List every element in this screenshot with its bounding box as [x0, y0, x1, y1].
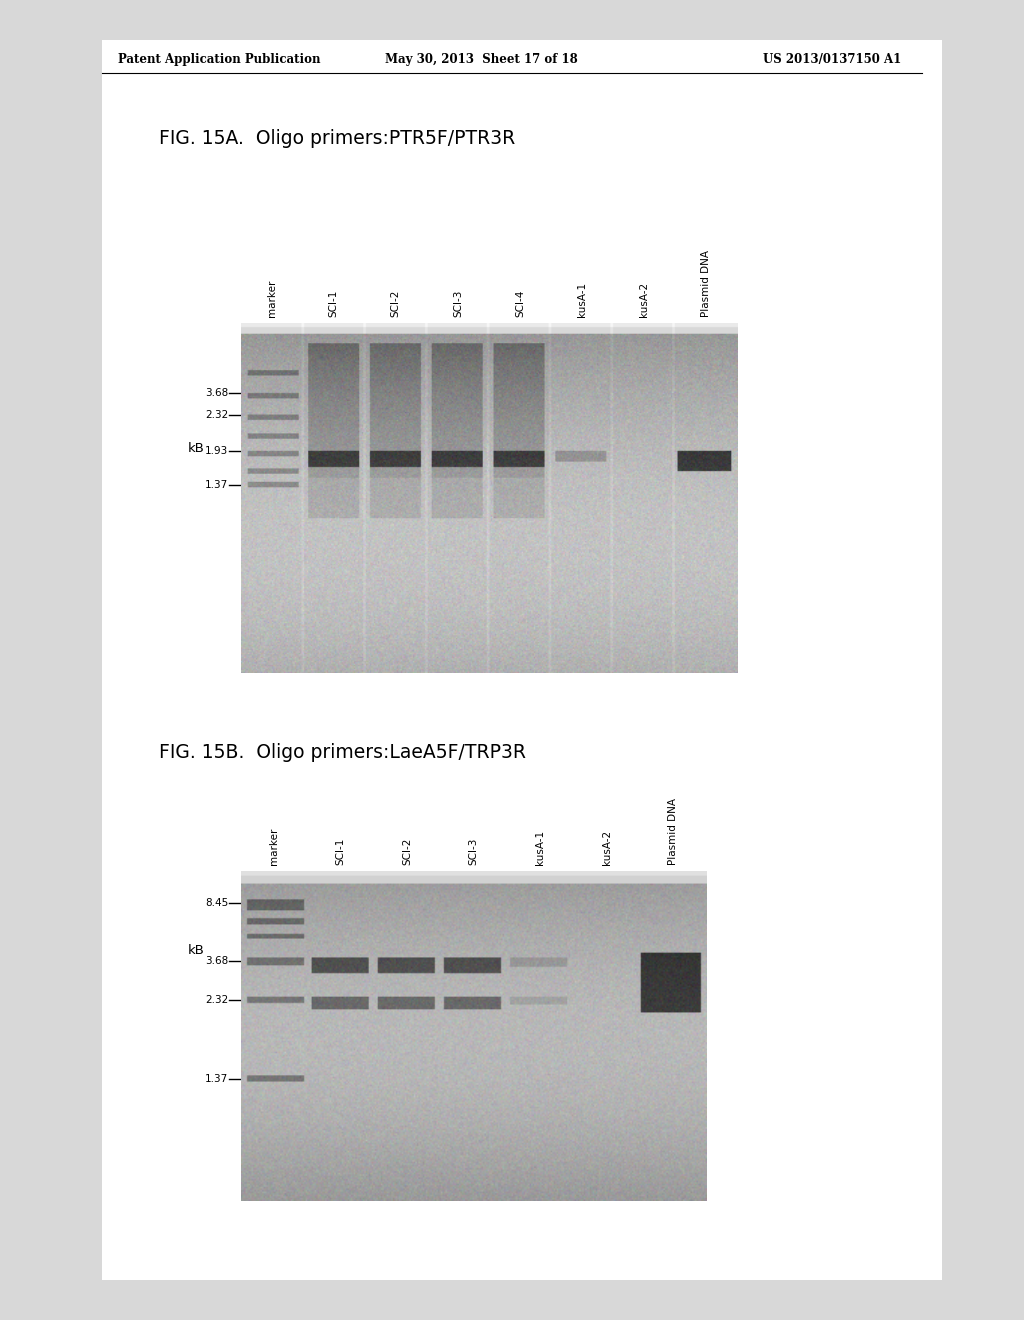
- Text: 8.45: 8.45: [205, 898, 228, 908]
- Text: Patent Application Publication: Patent Application Publication: [118, 53, 321, 66]
- Text: kusA-2: kusA-2: [602, 829, 611, 865]
- Text: SCI-3: SCI-3: [469, 837, 478, 865]
- Text: May 30, 2013  Sheet 17 of 18: May 30, 2013 Sheet 17 of 18: [385, 53, 578, 66]
- Text: 3.68: 3.68: [205, 388, 228, 399]
- Text: kusA-2: kusA-2: [639, 281, 649, 317]
- Text: kB: kB: [187, 442, 204, 455]
- Text: SCI-4: SCI-4: [515, 289, 525, 317]
- Text: US 2013/0137150 A1: US 2013/0137150 A1: [763, 53, 901, 66]
- Text: kusA-1: kusA-1: [536, 829, 545, 865]
- Text: kusA-1: kusA-1: [578, 281, 587, 317]
- Text: 1.37: 1.37: [205, 1073, 228, 1084]
- Text: SCI-1: SCI-1: [329, 289, 339, 317]
- Text: 1.93: 1.93: [205, 446, 228, 457]
- Text: SCI-3: SCI-3: [453, 289, 463, 317]
- Bar: [102, 40, 942, 1280]
- Text: marker: marker: [266, 280, 276, 317]
- Text: FIG. 15A.  Oligo primers:PTR5F/PTR3R: FIG. 15A. Oligo primers:PTR5F/PTR3R: [159, 129, 515, 148]
- Text: kB: kB: [187, 944, 204, 957]
- Text: 2.32: 2.32: [205, 411, 228, 420]
- Text: SCI-2: SCI-2: [402, 837, 412, 865]
- Text: FIG. 15B.  Oligo primers:LaeA5F/TRP3R: FIG. 15B. Oligo primers:LaeA5F/TRP3R: [159, 743, 525, 762]
- Text: 3.68: 3.68: [205, 956, 228, 966]
- Text: 1.37: 1.37: [205, 480, 228, 490]
- Text: SCI-2: SCI-2: [391, 289, 400, 317]
- Text: SCI-1: SCI-1: [336, 837, 345, 865]
- Text: Plasmid DNA: Plasmid DNA: [701, 249, 712, 317]
- Text: marker: marker: [269, 828, 279, 865]
- Text: Plasmid DNA: Plasmid DNA: [669, 797, 678, 865]
- Text: 2.32: 2.32: [205, 995, 228, 1005]
